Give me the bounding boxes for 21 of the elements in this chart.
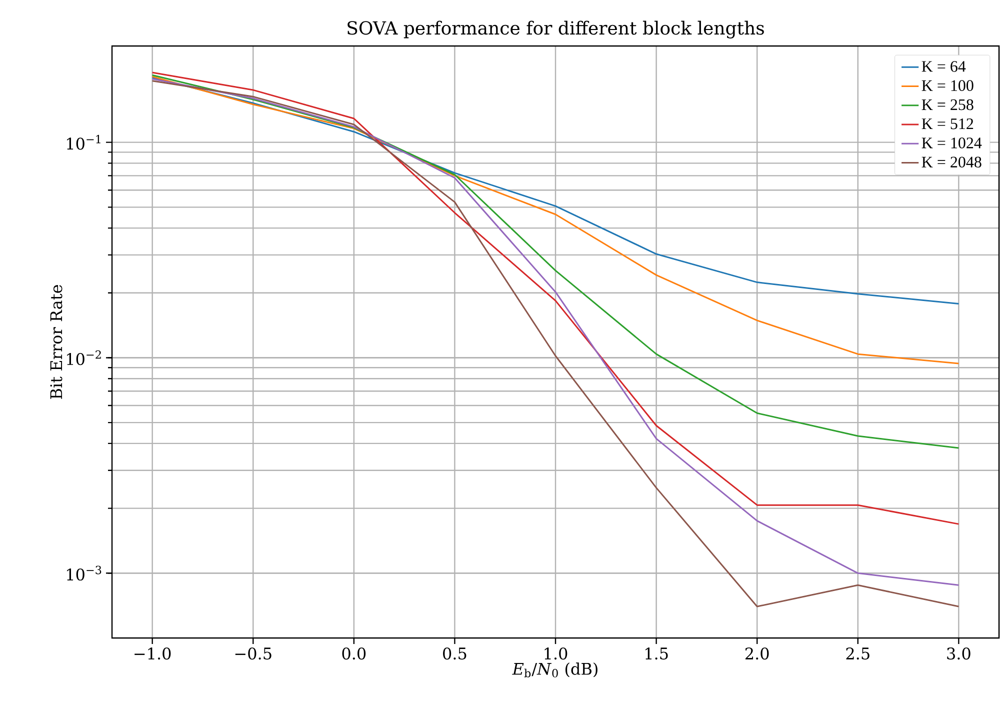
x-tick-label: 0.5 bbox=[443, 647, 466, 660]
x-tick-label: 0.0 bbox=[342, 647, 366, 660]
x-tick-label: −1.0 bbox=[134, 647, 171, 660]
y-tick-label: 10$^{−2}$ bbox=[67, 350, 101, 366]
x-axis-title: E$_{b}$/N$_{0}$ (dB) bbox=[512, 662, 598, 678]
legend-label: K = 100 bbox=[922, 80, 974, 91]
x-tick-label: 1.0 bbox=[544, 647, 568, 660]
legend-label: K = 1024 bbox=[922, 138, 982, 148]
x-tick-label: 2.5 bbox=[846, 647, 870, 660]
y-tick-label: 10$^{−1}$ bbox=[67, 134, 100, 150]
chart-title: SOVA performance for different block lengths bbox=[348, 20, 764, 38]
x-tick-label: 1.5 bbox=[646, 647, 668, 660]
legend-label: K = 512 bbox=[922, 118, 974, 130]
legend-label: K = 2048 bbox=[922, 156, 982, 168]
legend-label: K = 64 bbox=[922, 61, 966, 72]
x-tick-label: −0.5 bbox=[235, 647, 272, 660]
x-tick-label: 3.0 bbox=[947, 647, 970, 660]
legend-label: K = 258 bbox=[922, 99, 974, 110]
x-tick-label: 2.0 bbox=[745, 647, 769, 660]
y-tick-label: 10$^{−3}$ bbox=[67, 566, 102, 581]
y-axis-title: Bit Error Rate bbox=[50, 285, 62, 399]
